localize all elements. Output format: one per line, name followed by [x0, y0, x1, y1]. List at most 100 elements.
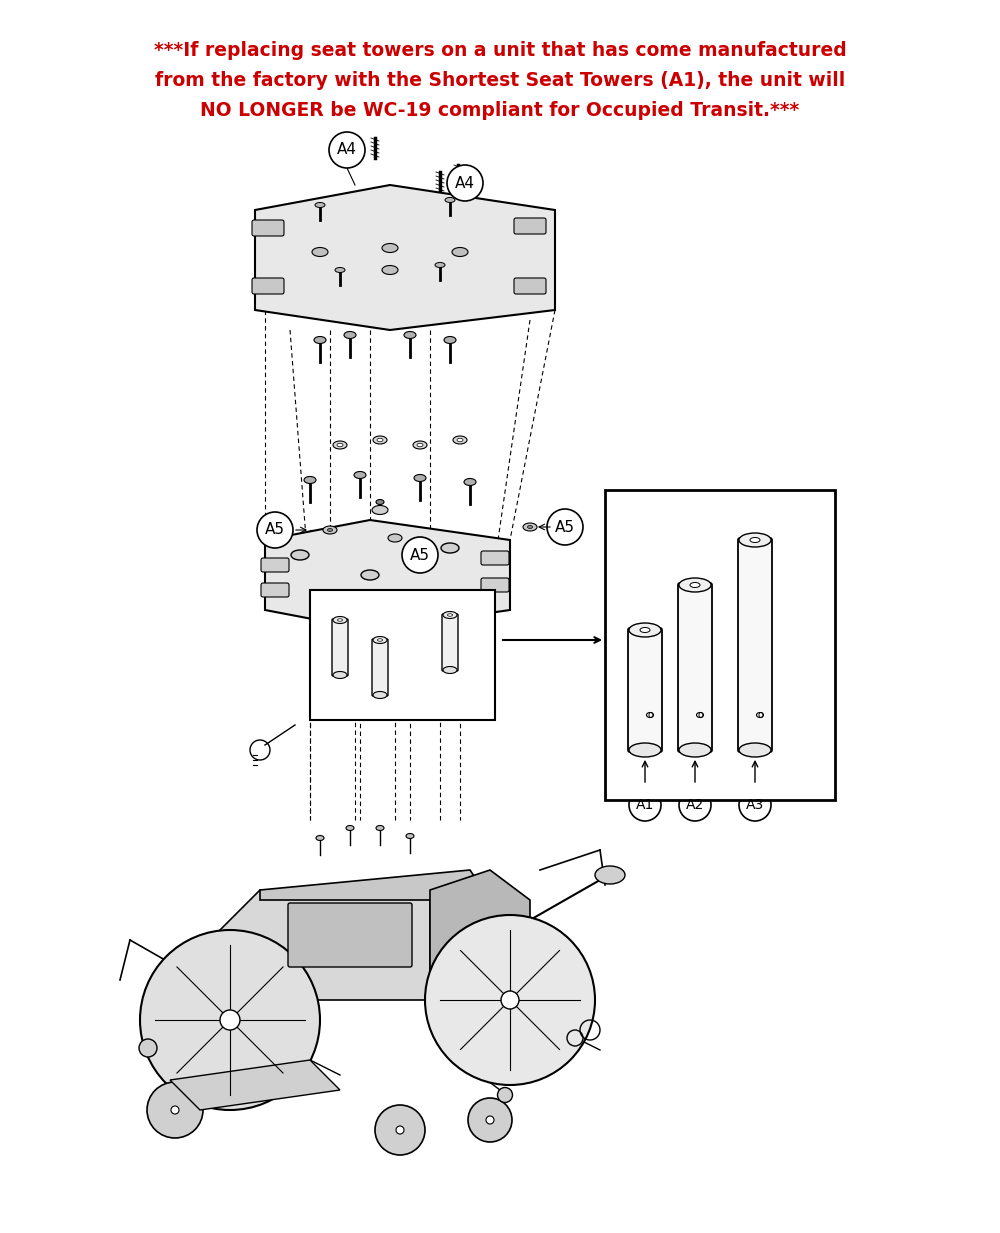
Text: A5: A5	[265, 523, 285, 538]
Ellipse shape	[528, 525, 532, 529]
Ellipse shape	[739, 533, 771, 547]
Ellipse shape	[396, 1126, 404, 1134]
Ellipse shape	[414, 475, 426, 482]
Ellipse shape	[171, 1106, 179, 1113]
Circle shape	[447, 165, 483, 201]
Polygon shape	[260, 870, 490, 900]
Ellipse shape	[382, 243, 398, 253]
Circle shape	[547, 509, 583, 545]
Ellipse shape	[316, 836, 324, 841]
Circle shape	[629, 789, 661, 821]
Text: o: o	[757, 710, 763, 720]
Ellipse shape	[629, 623, 661, 637]
Text: A4: A4	[337, 143, 357, 158]
Ellipse shape	[441, 543, 459, 552]
Circle shape	[739, 789, 771, 821]
Ellipse shape	[595, 866, 625, 884]
Ellipse shape	[376, 499, 384, 504]
Ellipse shape	[523, 523, 537, 531]
Ellipse shape	[361, 570, 379, 580]
FancyBboxPatch shape	[442, 614, 458, 671]
FancyBboxPatch shape	[481, 578, 509, 592]
FancyBboxPatch shape	[288, 903, 412, 967]
Ellipse shape	[378, 639, 382, 641]
Text: NO LONGER be WC-19 compliant for Occupied Transit.***: NO LONGER be WC-19 compliant for Occupie…	[200, 101, 800, 120]
Ellipse shape	[498, 1088, 512, 1102]
Ellipse shape	[750, 538, 760, 543]
Ellipse shape	[323, 526, 337, 534]
Ellipse shape	[457, 438, 463, 441]
Text: A3: A3	[746, 798, 764, 813]
FancyBboxPatch shape	[738, 538, 772, 752]
Ellipse shape	[373, 692, 387, 699]
FancyBboxPatch shape	[261, 583, 289, 597]
Ellipse shape	[140, 930, 320, 1110]
Ellipse shape	[413, 441, 427, 449]
Ellipse shape	[314, 337, 326, 344]
Text: A2: A2	[686, 798, 704, 813]
Ellipse shape	[333, 441, 347, 449]
Ellipse shape	[147, 1083, 203, 1138]
Ellipse shape	[346, 826, 354, 831]
Ellipse shape	[354, 471, 366, 478]
Ellipse shape	[377, 438, 383, 441]
Text: A1: A1	[636, 798, 654, 813]
Ellipse shape	[335, 268, 345, 272]
Ellipse shape	[315, 202, 325, 207]
Text: A5: A5	[555, 519, 575, 534]
Ellipse shape	[443, 612, 457, 619]
Ellipse shape	[373, 436, 387, 444]
Ellipse shape	[344, 332, 356, 339]
Ellipse shape	[448, 614, 452, 616]
Ellipse shape	[338, 619, 342, 621]
Ellipse shape	[376, 826, 384, 831]
Text: from the factory with the Shortest Seat Towers (A1), the unit will: from the factory with the Shortest Seat …	[155, 70, 845, 90]
FancyBboxPatch shape	[628, 628, 662, 752]
FancyBboxPatch shape	[514, 277, 546, 293]
Ellipse shape	[444, 337, 456, 344]
FancyBboxPatch shape	[310, 591, 495, 720]
Ellipse shape	[337, 443, 343, 446]
Text: ***If replacing seat towers on a unit that has come manufactured: ***If replacing seat towers on a unit th…	[154, 41, 846, 59]
FancyBboxPatch shape	[332, 619, 348, 676]
Ellipse shape	[679, 578, 711, 592]
Ellipse shape	[640, 628, 650, 633]
Ellipse shape	[388, 534, 402, 543]
Ellipse shape	[333, 672, 347, 678]
Ellipse shape	[435, 263, 445, 268]
Ellipse shape	[375, 1105, 425, 1155]
FancyBboxPatch shape	[252, 277, 284, 293]
Ellipse shape	[139, 1039, 157, 1057]
Ellipse shape	[425, 915, 595, 1085]
Ellipse shape	[739, 743, 771, 757]
Ellipse shape	[445, 197, 455, 202]
Ellipse shape	[304, 476, 316, 483]
Polygon shape	[255, 185, 555, 330]
Ellipse shape	[382, 265, 398, 275]
FancyBboxPatch shape	[678, 583, 712, 752]
Ellipse shape	[312, 248, 328, 256]
Text: o: o	[647, 710, 653, 720]
FancyBboxPatch shape	[481, 551, 509, 565]
Text: o: o	[697, 710, 703, 720]
Text: A4: A4	[455, 175, 475, 191]
Circle shape	[329, 132, 365, 168]
Ellipse shape	[372, 506, 388, 514]
Polygon shape	[430, 870, 530, 1000]
FancyBboxPatch shape	[605, 490, 835, 800]
Polygon shape	[170, 1060, 340, 1110]
Ellipse shape	[690, 582, 700, 587]
Ellipse shape	[468, 1099, 512, 1142]
Ellipse shape	[443, 667, 457, 673]
Ellipse shape	[501, 991, 519, 1009]
Ellipse shape	[404, 332, 416, 339]
Ellipse shape	[328, 529, 332, 531]
Ellipse shape	[464, 478, 476, 486]
Ellipse shape	[220, 1010, 240, 1030]
Ellipse shape	[486, 1116, 494, 1124]
Ellipse shape	[373, 636, 387, 644]
Ellipse shape	[452, 248, 468, 256]
Ellipse shape	[417, 443, 423, 446]
Ellipse shape	[406, 834, 414, 838]
Circle shape	[402, 538, 438, 573]
